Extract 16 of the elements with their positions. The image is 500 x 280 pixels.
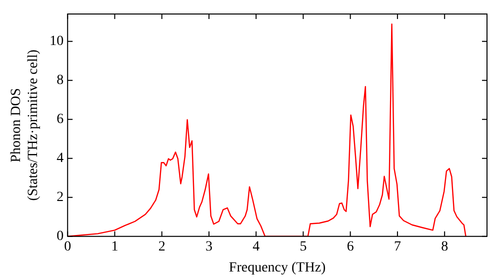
x-axis-title: Frequency (THz): [228, 260, 326, 276]
y-axis-title: Phonon DOS (States/THz·primitive cell): [9, 49, 41, 201]
y-tick-label: 4: [56, 151, 64, 166]
x-tick-label: 3: [205, 239, 212, 254]
y-tick-label: 8: [56, 73, 64, 88]
x-tick-label: 4: [252, 239, 260, 254]
x-tick-label: 5: [300, 239, 307, 254]
x-tick-label: 7: [394, 239, 401, 254]
x-tick-label: 2: [158, 239, 166, 254]
y-tick-label: 2: [56, 190, 64, 206]
y-tick-label: 6: [56, 112, 64, 128]
y-tick-label: 10: [50, 34, 64, 49]
x-tick-label: 6: [346, 239, 354, 254]
y-tick-label: 0: [56, 229, 64, 244]
x-tick-label: 1: [111, 239, 118, 254]
x-tick-label: 8: [441, 239, 448, 254]
